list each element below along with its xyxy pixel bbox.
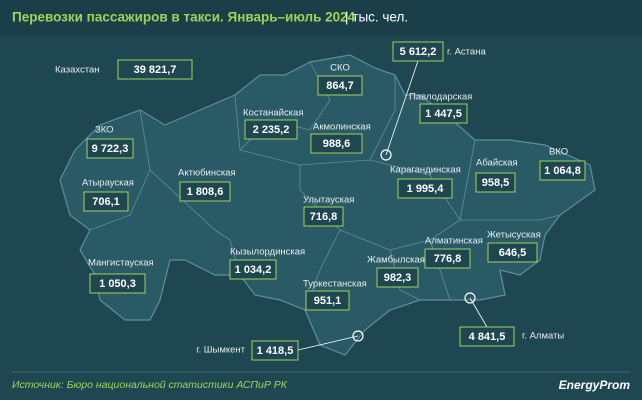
value-box — [229, 259, 277, 280]
region-value: 1 034,2 — [235, 264, 272, 276]
value-box — [459, 326, 515, 347]
region-name: Атырауская — [82, 178, 134, 189]
value-box — [83, 191, 129, 212]
region-value: 1 447,5 — [425, 108, 462, 120]
value-box — [475, 172, 516, 193]
region-value: 951,1 — [314, 295, 342, 307]
value-box — [419, 103, 468, 124]
region-value: 864,7 — [326, 80, 354, 92]
region-name: Жамбылская — [367, 255, 425, 266]
region-name: Карагандинская — [390, 165, 461, 176]
value-box — [392, 41, 444, 62]
region-value: 39 821,7 — [134, 64, 177, 76]
region-name: г. Шымкент — [196, 345, 245, 356]
region-name: Актюбинская — [178, 168, 236, 179]
value-box — [117, 59, 193, 80]
region-name: Мангистауская — [88, 258, 154, 269]
region-value: 9 722,3 — [92, 143, 129, 155]
region-value: 1 050,3 — [99, 278, 136, 290]
region-name: Акмолинская — [313, 122, 371, 133]
region-value: 5 612,2 — [400, 46, 437, 58]
region-name: Туркестанская — [303, 279, 367, 290]
value-box — [86, 138, 134, 159]
region-value: 1 995,4 — [407, 183, 445, 195]
value-box — [179, 181, 231, 202]
value-box — [303, 206, 344, 227]
connector — [297, 335, 359, 351]
connector — [385, 60, 419, 156]
region-name: Алматинская — [425, 236, 483, 247]
value-box — [487, 242, 538, 263]
value-box — [397, 178, 453, 199]
region-name: СКО — [330, 63, 350, 74]
logo: EnergyProm — [559, 378, 631, 392]
region-name: ВКО — [549, 147, 568, 158]
region-value: 716,8 — [310, 211, 338, 223]
region-value: 982,3 — [384, 272, 412, 284]
region-name: Улытауская — [303, 195, 354, 206]
region-name: Кызылординская — [230, 247, 305, 258]
region-value: 1 064,8 — [544, 165, 581, 177]
region-value: 4 841,5 — [469, 331, 506, 343]
city-marker — [464, 292, 476, 304]
header-band — [0, 0, 642, 36]
city-marker — [380, 149, 392, 161]
region-name: г. Астана — [447, 47, 486, 58]
region-name: ЗКО — [95, 125, 114, 136]
value-box — [89, 273, 146, 294]
title: Перевозки пассажиров в такси. Январь–июл… — [12, 10, 356, 25]
region-value: 988,6 — [323, 138, 351, 150]
value-box — [305, 290, 350, 311]
region-value: 958,5 — [482, 177, 510, 189]
value-box — [317, 75, 363, 96]
region-value: 2 235,2 — [253, 124, 290, 136]
source: Источник: Бюро национальной статистики А… — [12, 379, 288, 391]
value-box — [539, 160, 586, 181]
value-box — [376, 267, 419, 288]
city-marker — [352, 330, 364, 342]
region-value: 776,8 — [434, 253, 462, 265]
region-name: г. Алматы — [522, 331, 564, 342]
country-shape — [59, 54, 596, 356]
value-box — [244, 119, 298, 140]
region-value: 1 418,5 — [257, 345, 294, 357]
connector — [469, 297, 488, 328]
value-box — [251, 340, 299, 361]
region-value: 1 808,6 — [187, 186, 224, 198]
unit: | тыс. чел. — [345, 10, 408, 25]
region-name: Павлодарская — [409, 92, 472, 103]
region-value: 706,1 — [92, 196, 120, 208]
value-box — [310, 133, 363, 154]
region-value: 646,5 — [499, 247, 527, 259]
value-box — [424, 248, 471, 269]
region-name: Жетысуская — [487, 230, 541, 241]
region-name: Костанайская — [243, 108, 303, 119]
region-name: Казахстан — [55, 65, 100, 76]
region-name: Абайская — [476, 158, 518, 169]
